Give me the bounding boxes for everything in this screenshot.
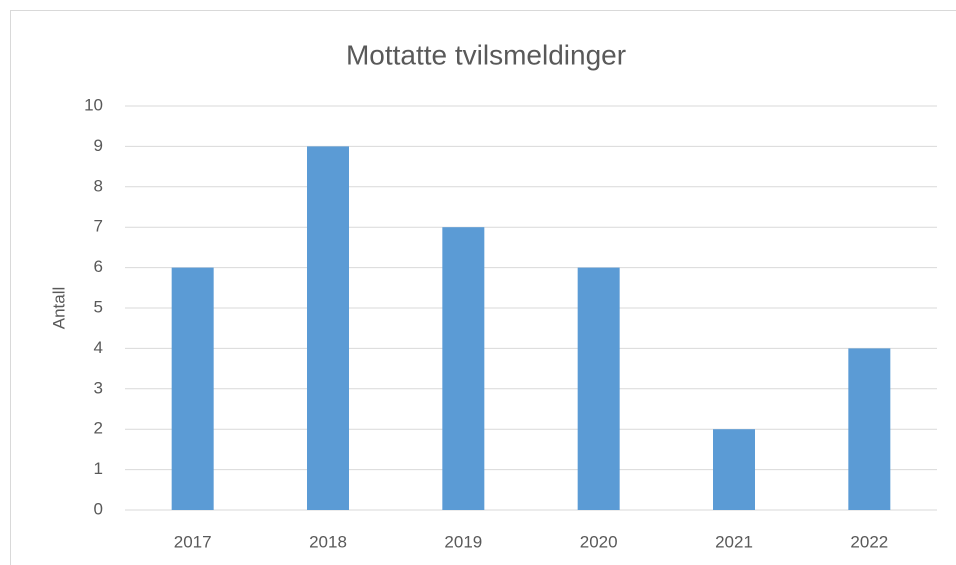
y-tick-label: 7: [94, 217, 103, 236]
y-tick-label: 2: [94, 419, 103, 438]
y-tick-label: 0: [94, 499, 103, 518]
y-tick-label: 4: [94, 338, 103, 357]
y-tick-label: 1: [94, 459, 103, 478]
chart-title: Mottatte tvilsmeldinger: [346, 39, 626, 70]
x-tick-label: 2018: [309, 532, 347, 551]
x-tick-label: 2022: [850, 532, 888, 551]
bar: [307, 146, 349, 510]
y-tick-label: 5: [94, 297, 103, 316]
x-tick-label: 2021: [715, 532, 753, 551]
y-tick-label: 9: [94, 136, 103, 155]
y-tick-label: 6: [94, 257, 103, 276]
y-tick-label: 8: [94, 176, 103, 195]
bar: [713, 429, 755, 510]
x-tick-label: 2019: [444, 532, 482, 551]
y-tick-label: 3: [94, 378, 103, 397]
bar: [848, 348, 891, 510]
bar: [171, 267, 214, 510]
x-tick-label: 2017: [174, 532, 212, 551]
x-tick-label: 2020: [580, 532, 618, 551]
bar: [577, 267, 620, 510]
y-tick-label: 10: [84, 95, 103, 114]
chart-frame: [10, 10, 956, 565]
y-axis-label: Antall: [49, 287, 68, 330]
bar: [442, 227, 485, 510]
